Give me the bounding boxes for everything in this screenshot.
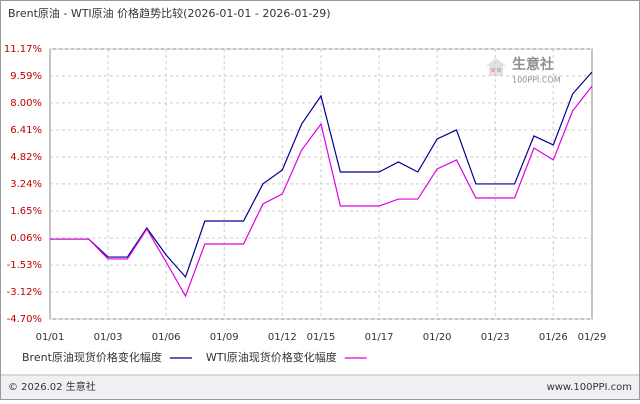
watermark-site: 100PPI.COM: [512, 76, 561, 85]
x-tick-label: 01/20: [423, 332, 452, 343]
y-tick-label: 9.59%: [10, 71, 42, 82]
y-tick-label: -1.53%: [7, 260, 42, 271]
y-tick-label: 6.41%: [10, 125, 42, 136]
x-tick-label: 01/17: [365, 332, 394, 343]
watermark-name: 生意社: [512, 56, 554, 73]
legend-label: Brent原油现货价格变化幅度: [22, 350, 162, 364]
footer-left: © 2026.02 生意社: [8, 380, 96, 393]
series-line: [50, 71, 593, 279]
watermark-icon: [491, 68, 495, 72]
footer-right: www.100PPI.com: [547, 382, 632, 393]
x-tick-label: 01/06: [152, 332, 181, 343]
y-tick-label: 3.24%: [10, 179, 42, 190]
y-tick-label: 8.00%: [10, 98, 42, 109]
y-tick-label: -3.12%: [7, 287, 42, 298]
watermark: 生意社 100PPI.COM: [486, 56, 561, 85]
series-line: [50, 85, 593, 298]
x-tick-label: 01/03: [94, 332, 123, 343]
footer-bar: [1, 375, 639, 399]
x-tick-label: 01/09: [210, 332, 239, 343]
watermark-icon: [497, 68, 501, 72]
y-tick-label: 1.65%: [10, 206, 42, 217]
chart-title: Brent原油 - WTI原油 价格趋势比较(2026-01-01 - 2026…: [8, 6, 331, 20]
x-tick-label: 01/29: [578, 332, 607, 343]
x-tick-label: 01/12: [268, 332, 297, 343]
x-tick-label: 01/23: [481, 332, 510, 343]
y-tick-label: 11.17%: [4, 44, 42, 55]
x-tick-label: 01/15: [307, 332, 336, 343]
y-tick-label: 4.82%: [10, 152, 42, 163]
x-tick-label: 01/01: [36, 332, 65, 343]
legend-label: WTI原油现货价格变化幅度: [206, 350, 337, 364]
y-tick-label: 0.06%: [10, 233, 42, 244]
x-tick-label: 01/26: [539, 332, 568, 343]
y-tick-label: -4.70%: [7, 314, 42, 325]
